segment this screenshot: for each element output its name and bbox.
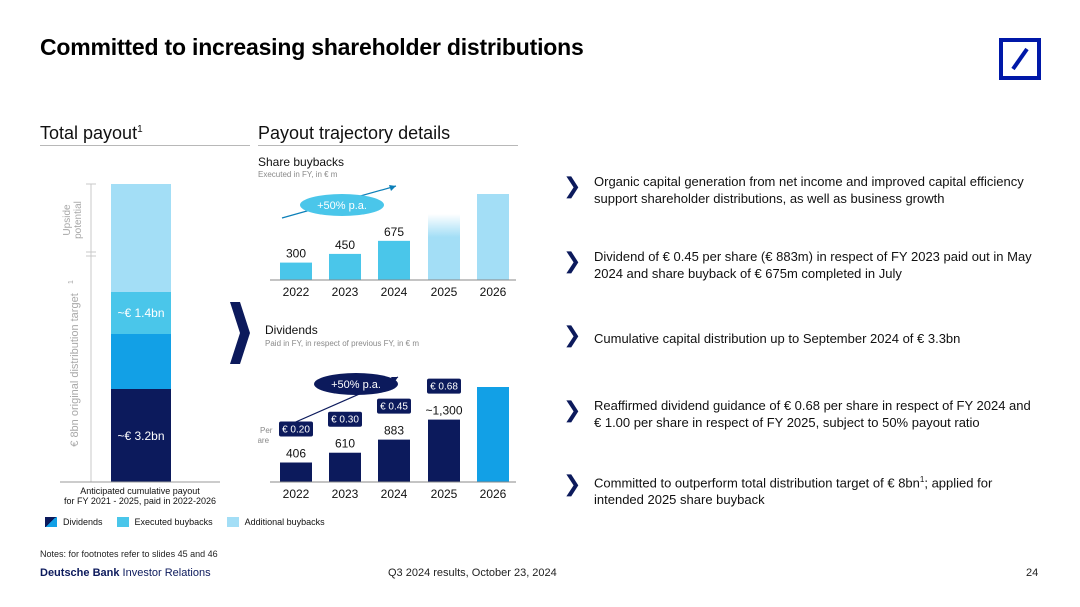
legend-executed: Executed buybacks <box>134 517 213 527</box>
legend-additional: Additional buybacks <box>244 517 325 527</box>
caption-line-2: for FY 2021 - 2025, paid in 2022-2026 <box>64 496 216 506</box>
legend-executed-swatch <box>116 517 129 527</box>
tick-label: 2022 <box>283 487 310 500</box>
per-share-label: € 0.30 <box>331 415 359 426</box>
value-label: 300 <box>286 247 306 261</box>
per-share-badge <box>279 421 313 437</box>
bullet-text: Dividend of € 0.45 per share (€ 883m) in… <box>594 249 1032 281</box>
footer-brand-bold: Deutsche Bank <box>40 567 120 579</box>
per-share-label-1: Per <box>260 426 273 435</box>
tick-label: 2024 <box>381 285 408 299</box>
tick-label: 2022 <box>283 285 310 299</box>
tick-label: 2024 <box>381 487 408 500</box>
bar-2025 <box>428 419 460 482</box>
chevron-right-icon: ❯ <box>563 248 582 273</box>
buybacks-growth-label: +50% p.a. <box>317 200 367 212</box>
bullet-text: Reaffirmed dividend guidance of € 0.68 p… <box>594 398 1031 430</box>
value-label: 450 <box>335 238 355 252</box>
value-label: 675 <box>384 225 404 239</box>
per-share-label: € 0.45 <box>380 402 408 413</box>
target-footnote: 1 <box>68 280 75 284</box>
upside-label-1: Upside <box>62 204 73 236</box>
bar-2023 <box>329 452 361 482</box>
total-payout-heading-text: Total payout <box>40 123 138 143</box>
value-label: 406 <box>286 447 306 461</box>
dividends-chart: +50% p.a. Per share 406 € 0.20 610 € 0.30 88… <box>258 373 516 500</box>
segment-dividends <box>111 389 171 482</box>
tick-label: 2025 <box>431 487 458 500</box>
chevron-right-icon: ❯ <box>563 397 582 422</box>
bullet-text: Committed to outperform total distributi… <box>594 471 1039 508</box>
total-payout-caption: Anticipated cumulative payout for FY 202… <box>40 486 240 506</box>
payout-trajectory-heading: Payout trajectory details <box>258 123 451 143</box>
legend-dividends-swatch <box>45 517 57 527</box>
upside-label-2: potential <box>73 201 84 239</box>
per-share-label-2: share <box>258 436 270 445</box>
tick-label: 2025 <box>431 285 458 299</box>
bar-2024 <box>378 240 410 280</box>
bullet-text-tail: ; applied for intended 2025 share buybac… <box>594 475 993 508</box>
per-share-badge <box>427 378 461 394</box>
footnote-marker: 1 <box>137 124 143 135</box>
bar-2022 <box>280 262 312 280</box>
tick-label: 2026 <box>480 285 507 299</box>
bar-2025 <box>428 214 460 280</box>
dividends-amount-label: ~€ 3.2bn <box>117 429 164 443</box>
dividends-subtitle: Paid in FY, in respect of previous FY, i… <box>265 339 420 348</box>
bullet-text-main: Committed to outperform total distributi… <box>594 475 920 491</box>
per-share-label: € 0.68 <box>430 382 458 393</box>
value-label: ~1,300 <box>425 404 462 418</box>
segment-buybacks-light <box>111 292 171 334</box>
page-title: Committed to increasing shareholder dist… <box>40 34 584 60</box>
tick-label: 2026 <box>480 487 507 500</box>
tick-label: 2023 <box>332 285 359 299</box>
footer-brand: Deutsche Bank Investor Relations <box>40 567 211 579</box>
panel-chevron-icon <box>230 302 250 364</box>
caption-line-1: Anticipated cumulative payout <box>80 486 200 496</box>
buybacks-amount-label: ~€ 1.4bn <box>117 306 164 320</box>
dividends-title: Dividends <box>265 323 318 337</box>
legend-additional-swatch <box>226 517 239 527</box>
per-share-label: € 0.20 <box>282 425 310 436</box>
segment-executed-buybacks <box>111 334 171 389</box>
buybacks-subtitle: Executed in FY, in € m <box>258 170 338 179</box>
target-label: € 8bn original distribution target <box>69 293 81 446</box>
bullet-text: Cumulative capital distribution up to Se… <box>594 331 961 346</box>
per-share-badge <box>328 411 362 427</box>
bar-2023 <box>329 253 361 280</box>
total-payout-heading: Total payout1 <box>40 123 143 144</box>
footnote-marker: 1 <box>919 475 925 484</box>
value-label: 610 <box>335 437 355 451</box>
bar-2026 <box>477 194 509 280</box>
chevron-right-icon: ❯ <box>563 173 582 198</box>
bullet-text: Organic capital generation from net inco… <box>594 174 1024 206</box>
buybacks-title: Share buybacks <box>258 155 345 169</box>
total-payout-chart: ~€ 1.4bn ~€ 3.2bn Upside potential € 8bn… <box>60 183 220 483</box>
footer-brand-rest: Investor Relations <box>119 567 211 579</box>
page-number: 24 <box>1026 567 1039 579</box>
value-label: 883 <box>384 424 404 438</box>
footnote-notes: Notes: for footnotes refer to slides 45 … <box>40 549 218 559</box>
deutsche-bank-logo <box>999 38 1041 80</box>
tick-label: 2023 <box>332 487 359 500</box>
per-share-badge <box>377 398 411 414</box>
arrow-head <box>389 185 396 191</box>
divider <box>258 145 518 146</box>
logo-slash-icon <box>1011 47 1029 71</box>
dividends-growth-label: +50% p.a. <box>331 379 381 391</box>
bar-2022 <box>280 462 312 482</box>
legend: Dividends Executed buybacks Additional b… <box>45 517 325 527</box>
footer-center: Q3 2024 results, October 23, 2024 <box>388 567 557 579</box>
legend-dividends: Dividends <box>63 517 103 527</box>
segment-additional-buybacks <box>111 184 171 292</box>
chevron-right-icon: ❯ <box>563 471 582 496</box>
bar-2026 <box>477 387 509 482</box>
share-buybacks-chart: +50% p.a. 300 450 675 2022 2023 2024 2025 2026 <box>270 185 516 299</box>
chevron-right-icon: ❯ <box>563 322 582 347</box>
bar-2024 <box>378 439 410 482</box>
buybacks-growth-pill <box>300 194 384 216</box>
dividends-growth-pill <box>314 373 398 395</box>
divider <box>40 145 250 146</box>
